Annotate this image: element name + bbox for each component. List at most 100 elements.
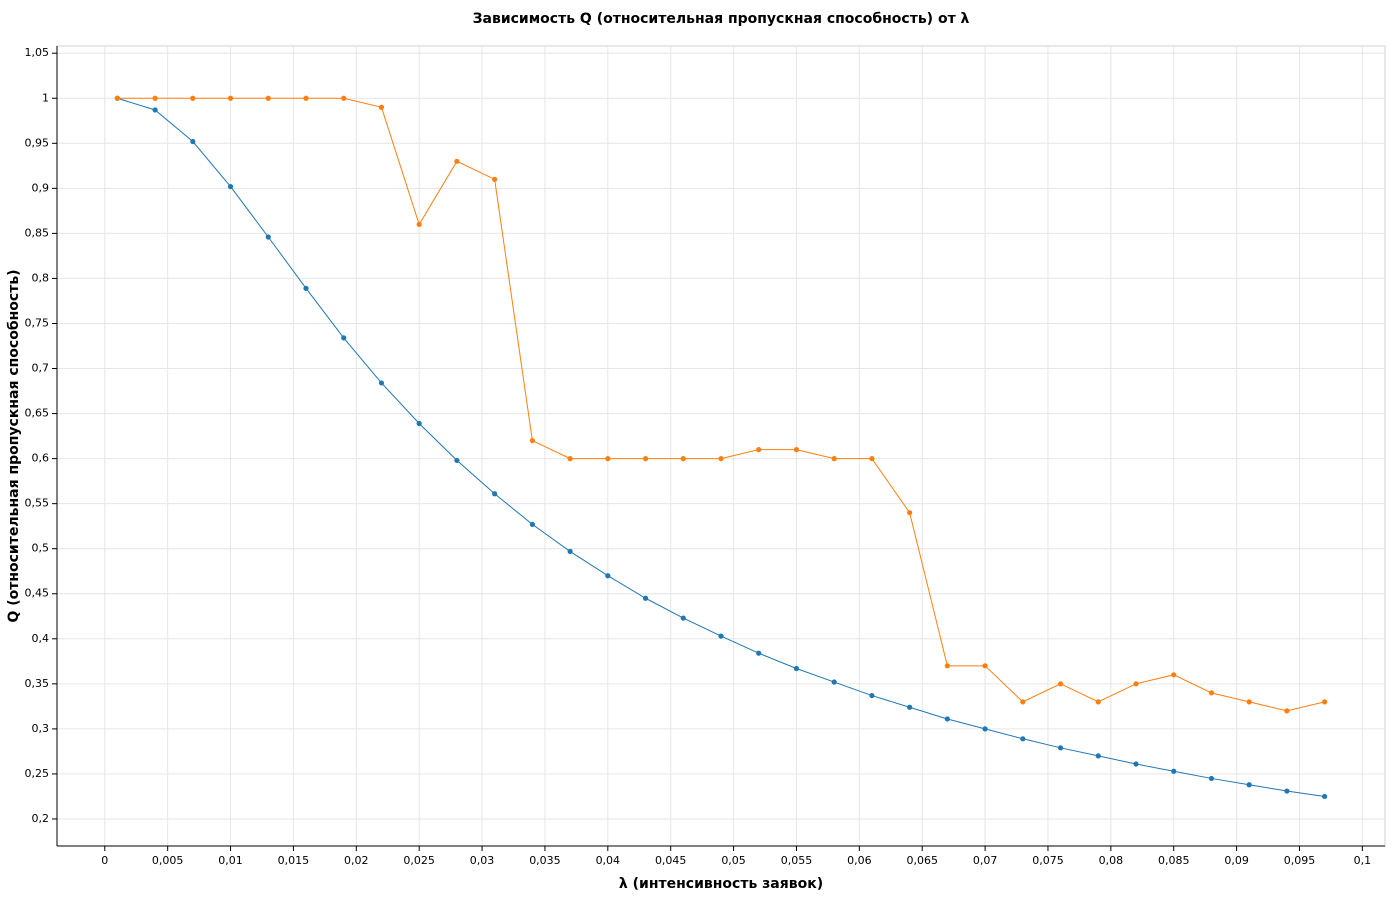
data-point	[1246, 782, 1252, 788]
data-point	[378, 104, 385, 110]
data-point	[1208, 690, 1215, 696]
y-tick-label: 1	[42, 91, 49, 104]
y-tick-label: 0,9	[32, 181, 50, 194]
data-point	[1095, 753, 1101, 759]
data-point	[529, 437, 535, 444]
data-point	[793, 665, 800, 672]
x-tick-label: 0,025	[403, 854, 435, 867]
data-point	[1208, 775, 1215, 782]
data-point	[756, 447, 762, 453]
y-axis-title: Q (относительная пропускная способность)	[6, 269, 22, 622]
x-tick-label: 0,055	[781, 854, 813, 867]
data-point	[1322, 793, 1328, 800]
data-point	[1020, 736, 1026, 742]
data-point	[680, 456, 686, 462]
x-tick-label: 0,015	[278, 854, 310, 867]
x-tick-label: 0,08	[1099, 854, 1124, 867]
data-point	[1284, 708, 1290, 714]
y-tick-label: 0,75	[25, 316, 50, 329]
data-point	[265, 95, 271, 101]
x-tick-label: 0,07	[973, 854, 998, 867]
data-point	[227, 183, 234, 190]
x-tick-label: 0,075	[1032, 854, 1064, 867]
data-point	[416, 221, 422, 227]
data-point	[642, 456, 649, 462]
data-point	[190, 138, 196, 145]
y-tick-label: 0,7	[32, 362, 50, 375]
y-tick-label: 0,85	[25, 226, 50, 239]
data-point	[1057, 681, 1064, 687]
data-point	[907, 704, 913, 710]
data-point	[454, 158, 460, 164]
data-point	[680, 615, 686, 621]
x-tick-label: 0,06	[847, 854, 872, 867]
data-point	[642, 595, 649, 601]
chart-title: Зависимость Q (относительная пропускная …	[473, 11, 970, 27]
y-tick-label: 0,5	[32, 542, 50, 555]
data-point	[341, 335, 347, 341]
data-point	[1057, 745, 1064, 751]
x-tick-label: 0,09	[1224, 854, 1249, 867]
data-point	[492, 176, 498, 182]
x-axis-title: λ (интенсивность заявок)	[619, 876, 823, 892]
x-tick-label: 0,005	[152, 854, 184, 867]
x-tick-label: 0,04	[596, 854, 621, 867]
data-point	[1322, 699, 1328, 705]
y-tick-label: 0,55	[25, 497, 50, 510]
data-point	[982, 663, 988, 669]
data-point	[303, 95, 309, 101]
data-point	[567, 456, 573, 462]
y-tick-label: 0,3	[32, 722, 50, 735]
data-point	[114, 95, 120, 101]
data-point	[831, 456, 837, 462]
data-point	[152, 107, 158, 113]
data-point	[492, 491, 498, 497]
data-point	[454, 457, 460, 464]
data-point	[227, 95, 234, 101]
data-point	[529, 521, 535, 527]
data-point	[869, 692, 875, 699]
data-point	[718, 633, 724, 639]
data-point	[869, 456, 875, 462]
data-point	[190, 95, 196, 101]
data-point	[341, 95, 347, 101]
data-point	[1171, 672, 1177, 678]
y-tick-label: 0,45	[25, 587, 50, 600]
y-tick-label: 0,65	[25, 407, 50, 420]
data-point	[605, 456, 611, 462]
x-tick-label: 0,01	[218, 854, 243, 867]
data-point	[793, 447, 800, 453]
data-point	[152, 95, 158, 101]
x-tick-label: 0,1	[1354, 854, 1372, 867]
y-tick-label: 0,8	[32, 271, 50, 284]
data-point	[1020, 699, 1026, 705]
data-point	[378, 380, 385, 386]
data-point	[718, 456, 724, 462]
data-point	[265, 234, 271, 240]
data-point	[944, 663, 950, 669]
data-point	[1133, 761, 1139, 767]
data-point	[756, 650, 762, 656]
y-tick-label: 0,35	[25, 677, 50, 690]
x-tick-label: 0	[101, 854, 108, 867]
data-point	[416, 420, 422, 427]
data-point	[567, 548, 573, 555]
x-tick-label: 0,065	[906, 854, 938, 867]
y-tick-label: 0,95	[25, 136, 50, 149]
x-tick-label: 0,05	[721, 854, 746, 867]
data-point	[1246, 699, 1252, 705]
x-tick-label: 0,035	[529, 854, 561, 867]
data-point	[303, 285, 309, 291]
x-tick-label: 0,02	[344, 854, 369, 867]
data-point	[907, 510, 913, 516]
data-point	[1133, 681, 1139, 687]
y-tick-label: 0,2	[32, 812, 50, 825]
y-tick-label: 0,25	[25, 767, 50, 780]
data-point	[831, 679, 837, 685]
data-point	[1095, 699, 1101, 705]
data-point	[1171, 768, 1177, 774]
y-tick-label: 0,4	[32, 632, 50, 645]
data-point	[944, 716, 950, 722]
